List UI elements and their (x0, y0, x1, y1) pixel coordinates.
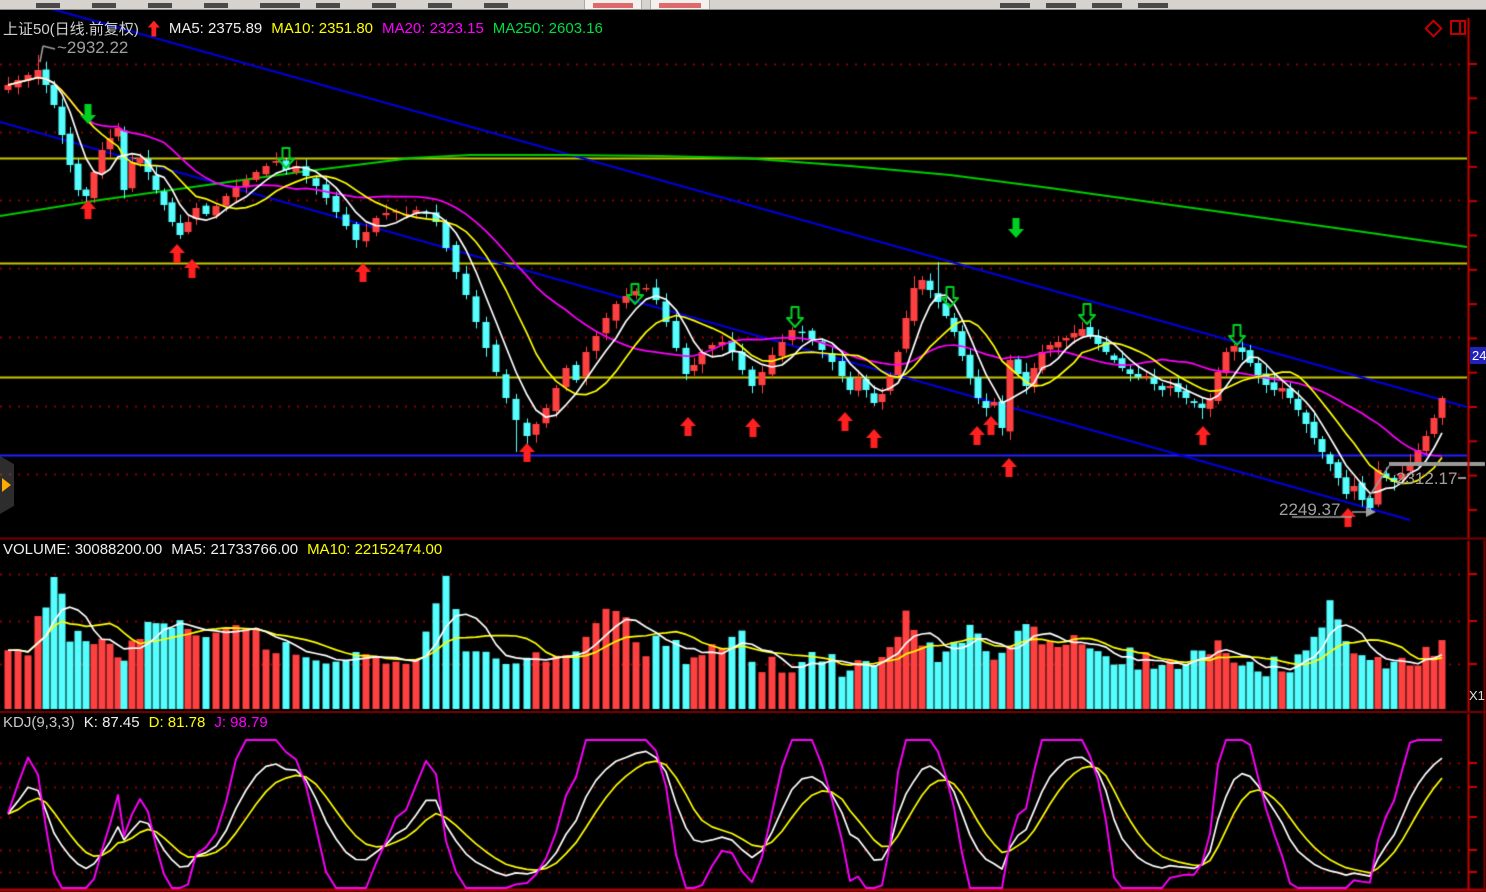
menu-item-fragment[interactable] (260, 3, 300, 8)
menu-item-fragment[interactable] (484, 3, 508, 8)
menu-item-fragment[interactable] (36, 3, 60, 8)
panel-expand-handle[interactable] (0, 456, 14, 514)
menu-item-fragment[interactable] (1138, 3, 1168, 8)
ma5-label: MA5: 2375.89 (168, 20, 263, 37)
volume-unit-label: X1 (1469, 688, 1485, 703)
volume-value: VOLUME: 30088200.00 (3, 541, 163, 558)
menu-toolbar-button[interactable] (584, 0, 642, 9)
expand-arrow-icon (2, 478, 11, 492)
kdj-label: KDJ(9,3,3) (3, 714, 75, 731)
trend-up-icon (147, 20, 160, 37)
kdj-k-value: K: 87.45 (83, 714, 140, 731)
chart-title: 上证50(日线.前复权) (3, 21, 139, 38)
volume-ma10: MA10: 22152474.00 (307, 541, 443, 558)
second-low-annotation: 2312.17 (1396, 469, 1458, 488)
main-chart-header: 上证50(日线.前复权) MA5: 2375.89 MA10: 2351.80 … (3, 18, 603, 39)
kdj-d-value: D: 81.78 (148, 714, 206, 731)
menu-item-fragment[interactable] (204, 3, 228, 8)
menu-item-fragment[interactable] (316, 3, 340, 8)
ma10-label: MA10: 2351.80 (271, 20, 374, 37)
top-menu-bar[interactable] (0, 0, 1486, 10)
split-window-icon[interactable] (1450, 20, 1466, 35)
ma20-label: MA20: 2323.15 (382, 20, 484, 37)
menu-item-fragment[interactable] (1046, 3, 1076, 8)
volume-header: VOLUME: 30088200.00 MA5: 21733766.00 MA1… (3, 541, 442, 558)
price-axis-badge: 24 (1470, 347, 1486, 364)
menu-toolbar-button[interactable] (650, 0, 710, 9)
kdj-header: KDJ(9,3,3) K: 87.45 D: 81.78 J: 98.79 (3, 714, 268, 731)
volume-ma5: MA5: 21733766.00 (171, 541, 299, 558)
menu-item-fragment[interactable] (1000, 3, 1030, 8)
menu-item-fragment[interactable] (428, 3, 452, 8)
menu-item-fragment[interactable] (148, 3, 172, 8)
ma250-label: MA250: 2603.16 (492, 20, 603, 37)
menu-item-fragment[interactable] (372, 3, 396, 8)
peak-price-annotation: ~2932.22 (57, 38, 129, 57)
menu-item-fragment[interactable] (1092, 3, 1122, 8)
menu-item-fragment[interactable] (92, 3, 116, 8)
kdj-j-value: J: 98.79 (214, 714, 268, 731)
low-price-annotation: 2249.37 (1279, 500, 1341, 519)
